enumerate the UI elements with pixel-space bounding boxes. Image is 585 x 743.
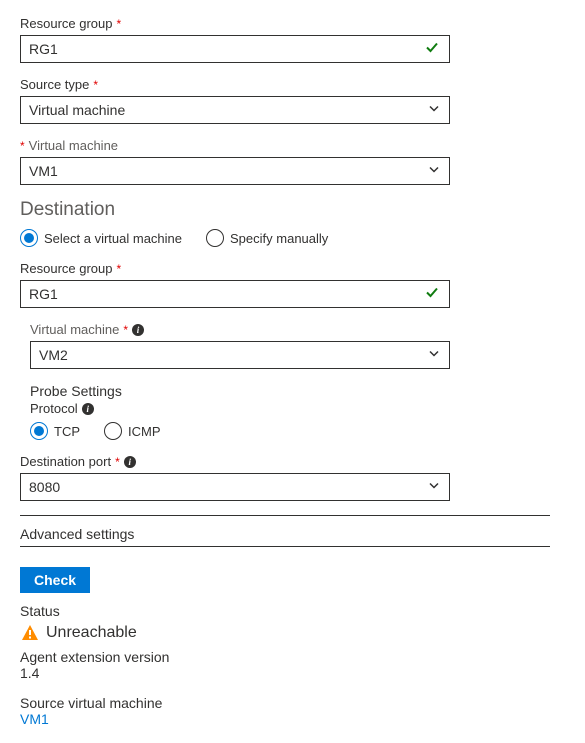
dest-resource-group-select[interactable]: RG1 [20, 280, 450, 308]
dest-port-select[interactable]: 8080 [20, 473, 450, 501]
radio-select-vm-label: Select a virtual machine [44, 231, 182, 246]
dest-port-label: Destination port * i [20, 454, 565, 469]
required-asterisk: * [115, 455, 120, 469]
advanced-settings-toggle[interactable]: Advanced settings [20, 522, 550, 547]
source-type-label: Source type * [20, 77, 565, 92]
required-asterisk: * [20, 139, 25, 153]
radio-manual-label: Specify manually [230, 231, 328, 246]
protocol-label: Protocol i [30, 401, 565, 416]
destination-mode-radio-group: Select a virtual machine Specify manuall… [20, 229, 565, 247]
warning-icon [20, 623, 40, 643]
destination-heading: Destination [20, 199, 565, 221]
source-type-value: Virtual machine [29, 102, 125, 118]
radio-icon [104, 422, 122, 440]
resource-group-label: Resource group * [20, 16, 565, 31]
protocol-radio-group: TCP ICMP [30, 422, 565, 440]
probe-settings-heading: Probe Settings [30, 383, 565, 399]
info-icon[interactable]: i [132, 324, 144, 336]
check-button[interactable]: Check [20, 567, 90, 593]
status-row: Unreachable [20, 623, 565, 643]
required-asterisk: * [93, 78, 98, 92]
dest-vm-select[interactable]: VM2 [30, 341, 450, 369]
radio-icmp-label: ICMP [128, 424, 161, 439]
source-vm-value: VM1 [29, 163, 58, 179]
radio-tcp-label: TCP [54, 424, 80, 439]
radio-specify-manually[interactable]: Specify manually [206, 229, 328, 247]
radio-select-vm[interactable]: Select a virtual machine [20, 229, 182, 247]
radio-tcp[interactable]: TCP [30, 422, 80, 440]
status-label: Status [20, 603, 565, 619]
source-vm-select[interactable]: VM1 [20, 157, 450, 185]
required-asterisk: * [123, 323, 128, 337]
resource-group-value: RG1 [29, 41, 58, 57]
required-asterisk: * [117, 262, 122, 276]
dest-port-value: 8080 [29, 479, 60, 495]
required-asterisk: * [117, 17, 122, 31]
agent-version-value: 1.4 [20, 665, 565, 681]
info-icon[interactable]: i [82, 403, 94, 415]
status-value: Unreachable [46, 624, 137, 642]
agent-version-label: Agent extension version [20, 649, 565, 665]
radio-icon [20, 229, 38, 247]
radio-icon [30, 422, 48, 440]
source-type-select[interactable]: Virtual machine [20, 96, 450, 124]
dest-resource-group-label: Resource group * [20, 261, 565, 276]
info-icon[interactable]: i [124, 456, 136, 468]
source-vm-label: * Virtual machine [20, 138, 565, 153]
dest-vm-label: Virtual machine* i [30, 322, 565, 337]
resource-group-select[interactable]: RG1 [20, 35, 450, 63]
source-vm-link[interactable]: VM1 [20, 711, 565, 727]
source-vm-result-label: Source virtual machine [20, 695, 565, 711]
radio-icon [206, 229, 224, 247]
dest-resource-group-value: RG1 [29, 286, 58, 302]
radio-icmp[interactable]: ICMP [104, 422, 161, 440]
dest-vm-value: VM2 [39, 347, 68, 363]
divider [20, 515, 550, 516]
